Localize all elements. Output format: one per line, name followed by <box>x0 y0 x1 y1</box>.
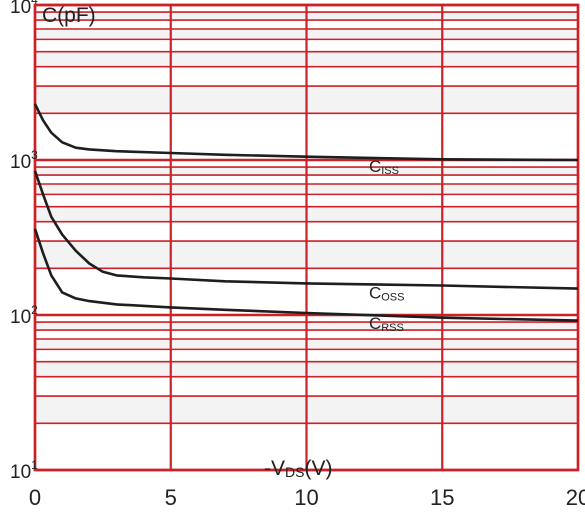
y-tick-label: 102 <box>10 303 38 328</box>
series-coss-line <box>33 170 579 290</box>
y-axis-title: C(pF) <box>42 4 96 27</box>
series-ciss-line <box>33 103 579 162</box>
x-axis-title-prefix: -V <box>264 457 285 480</box>
series-coss-label: COSS <box>369 283 405 303</box>
x-tick-label: 10 <box>294 485 318 510</box>
series-labels: CISS COSS CRSS <box>369 157 405 334</box>
x-tick-label: 0 <box>29 485 41 510</box>
x-tick-label: 15 <box>430 485 454 510</box>
plot-frame <box>33 3 580 472</box>
series-crss-line <box>33 228 579 322</box>
x-axis-title-sub: DS <box>285 464 304 480</box>
y-tick-label: 103 <box>10 148 38 173</box>
y-tick-label: 101 <box>10 458 38 483</box>
x-tick-label: 20 <box>566 485 585 510</box>
series-curves <box>33 103 579 322</box>
x-axis-title: -VDS(V) <box>264 457 332 480</box>
series-ciss-label: CISS <box>369 157 399 177</box>
x-tick-label: 5 <box>165 485 177 510</box>
series-crss-label: CRSS <box>369 314 404 334</box>
axis-ticks: 0 5 10 15 20 104 103 102 101 <box>10 0 585 510</box>
x-axis-title-suffix: (V) <box>304 457 332 480</box>
y-tick-label: 104 <box>10 0 38 18</box>
